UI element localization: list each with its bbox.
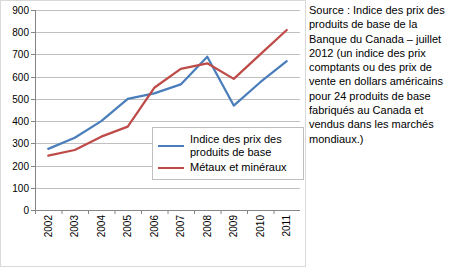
x-tick-label: 2008 xyxy=(202,215,213,238)
x-tick xyxy=(88,210,89,214)
x-tick xyxy=(194,210,195,214)
y-tick-label: 200 xyxy=(12,161,29,172)
y-tick xyxy=(31,32,35,33)
legend-label: Métaux et minéraux xyxy=(190,161,298,174)
y-tick-label: 500 xyxy=(12,94,29,105)
grid-line xyxy=(35,121,300,122)
x-tick xyxy=(35,210,36,214)
x-tick xyxy=(247,210,248,214)
x-tick xyxy=(221,210,222,214)
y-tick xyxy=(31,77,35,78)
y-axis xyxy=(35,10,36,210)
x-tick xyxy=(115,210,116,214)
grid-line xyxy=(35,99,300,100)
y-tick-label: 100 xyxy=(12,183,29,194)
grid-line xyxy=(35,10,300,11)
page: {"chart_data": {"type": "line", "categor… xyxy=(0,0,450,277)
y-tick xyxy=(31,99,35,100)
legend-label: Indice des prix des produits de base xyxy=(190,133,298,159)
x-tick-label: 2002 xyxy=(43,215,54,238)
y-tick xyxy=(31,188,35,189)
y-tick xyxy=(31,210,35,211)
x-tick xyxy=(168,210,169,214)
y-tick xyxy=(31,143,35,144)
chart-border xyxy=(1,1,306,267)
grid-line xyxy=(35,32,300,33)
legend-item: Indice des prix des produits de base xyxy=(158,133,298,159)
source-note: Source : Indice des prix des produits de… xyxy=(309,3,447,146)
y-tick-label: 400 xyxy=(12,116,29,127)
legend-item: Métaux et minéraux xyxy=(158,161,298,174)
y-tick xyxy=(31,166,35,167)
x-tick-label: 2009 xyxy=(228,215,239,238)
x-tick-label: 2010 xyxy=(255,215,266,238)
x-tick xyxy=(274,210,275,214)
grid-line xyxy=(35,188,300,189)
y-tick-label: 700 xyxy=(12,49,29,60)
y-tick-label: 600 xyxy=(12,72,29,83)
legend-swatch xyxy=(158,145,184,147)
x-tick-label: 2005 xyxy=(122,215,133,238)
y-tick-label: 900 xyxy=(12,5,29,16)
y-tick-label: 0 xyxy=(23,205,29,216)
x-tick xyxy=(141,210,142,214)
x-tick-label: 2004 xyxy=(96,215,107,238)
x-tick xyxy=(62,210,63,214)
legend-swatch xyxy=(158,167,184,169)
x-tick-label: 2006 xyxy=(149,215,160,238)
y-tick xyxy=(31,54,35,55)
x-tick-label: 2003 xyxy=(69,215,80,238)
y-tick-label: 300 xyxy=(12,138,29,149)
legend: Indice des prix des produits de base Méta… xyxy=(152,127,304,180)
y-tick xyxy=(31,121,35,122)
x-tick-label: 2007 xyxy=(175,215,186,238)
y-tick xyxy=(31,10,35,11)
x-tick-label: 2011 xyxy=(281,215,292,237)
y-tick-label: 800 xyxy=(12,27,29,38)
